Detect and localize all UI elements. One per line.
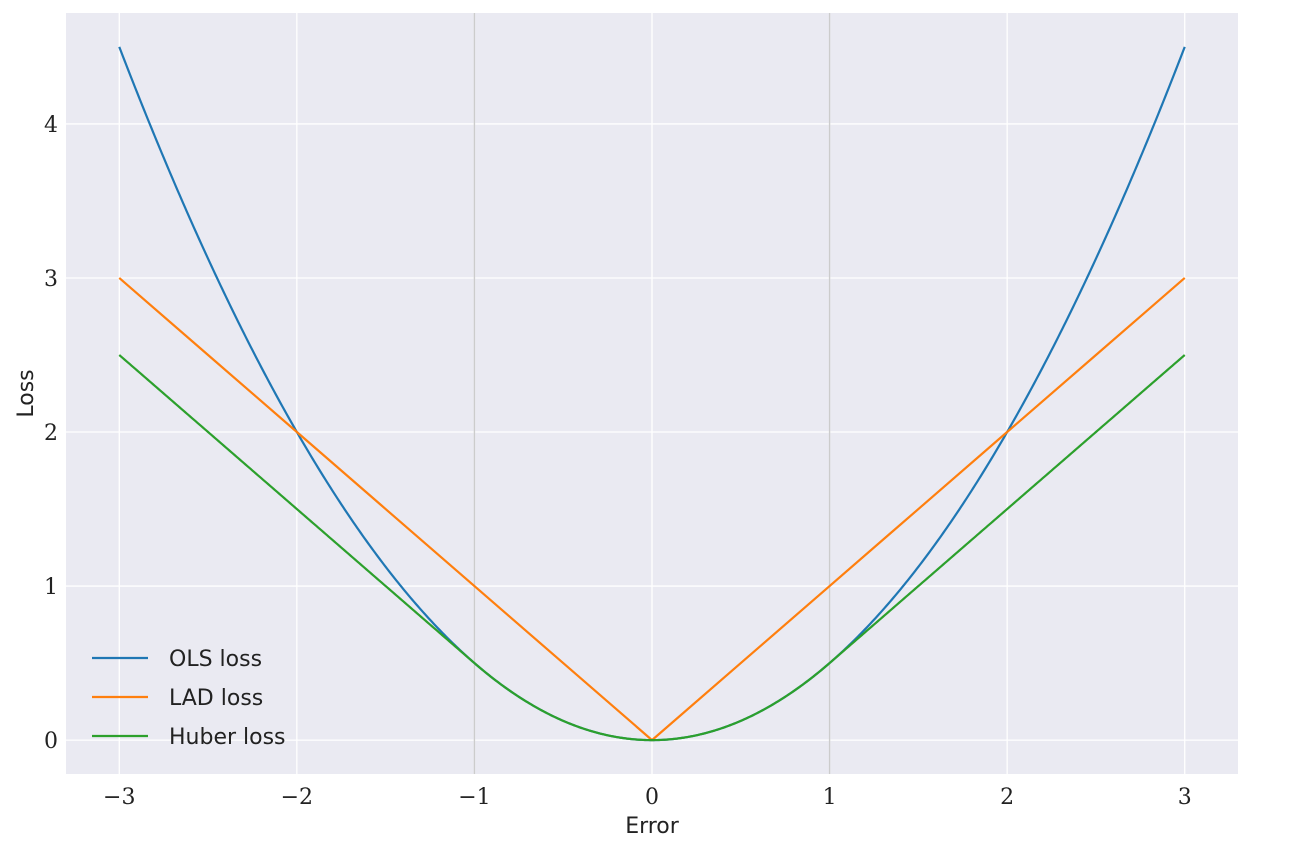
y-tick-labels: 0 1 2 3 4 bbox=[44, 113, 58, 754]
x-tick-labels: −3 −2 −1 0 1 2 3 bbox=[103, 785, 1192, 810]
x-tick-label: −1 bbox=[458, 785, 490, 810]
x-tick-label: 0 bbox=[645, 785, 659, 810]
series-line-huber-loss bbox=[118, 354, 1186, 742]
y-axis-label: Loss bbox=[14, 369, 39, 417]
legend: OLS loss LAD loss Huber loss bbox=[92, 647, 286, 750]
legend-label: Huber loss bbox=[169, 725, 286, 750]
x-tick-label: 1 bbox=[823, 785, 837, 810]
x-tick-label: −2 bbox=[281, 785, 313, 810]
legend-label: OLS loss bbox=[169, 647, 262, 672]
y-tick-label: 4 bbox=[44, 113, 58, 138]
x-axis-label: Error bbox=[625, 814, 680, 839]
y-tick-label: 0 bbox=[44, 729, 58, 754]
x-tick-label: −3 bbox=[103, 785, 135, 810]
series-lines bbox=[118, 46, 1186, 742]
reference-lines bbox=[473, 13, 831, 774]
y-tick-label: 3 bbox=[44, 267, 58, 292]
y-tick-label: 1 bbox=[44, 575, 58, 600]
legend-label: LAD loss bbox=[169, 686, 263, 711]
x-tick-label: 2 bbox=[1000, 785, 1014, 810]
y-tick-label: 2 bbox=[44, 421, 58, 446]
x-tick-label: 3 bbox=[1178, 785, 1192, 810]
